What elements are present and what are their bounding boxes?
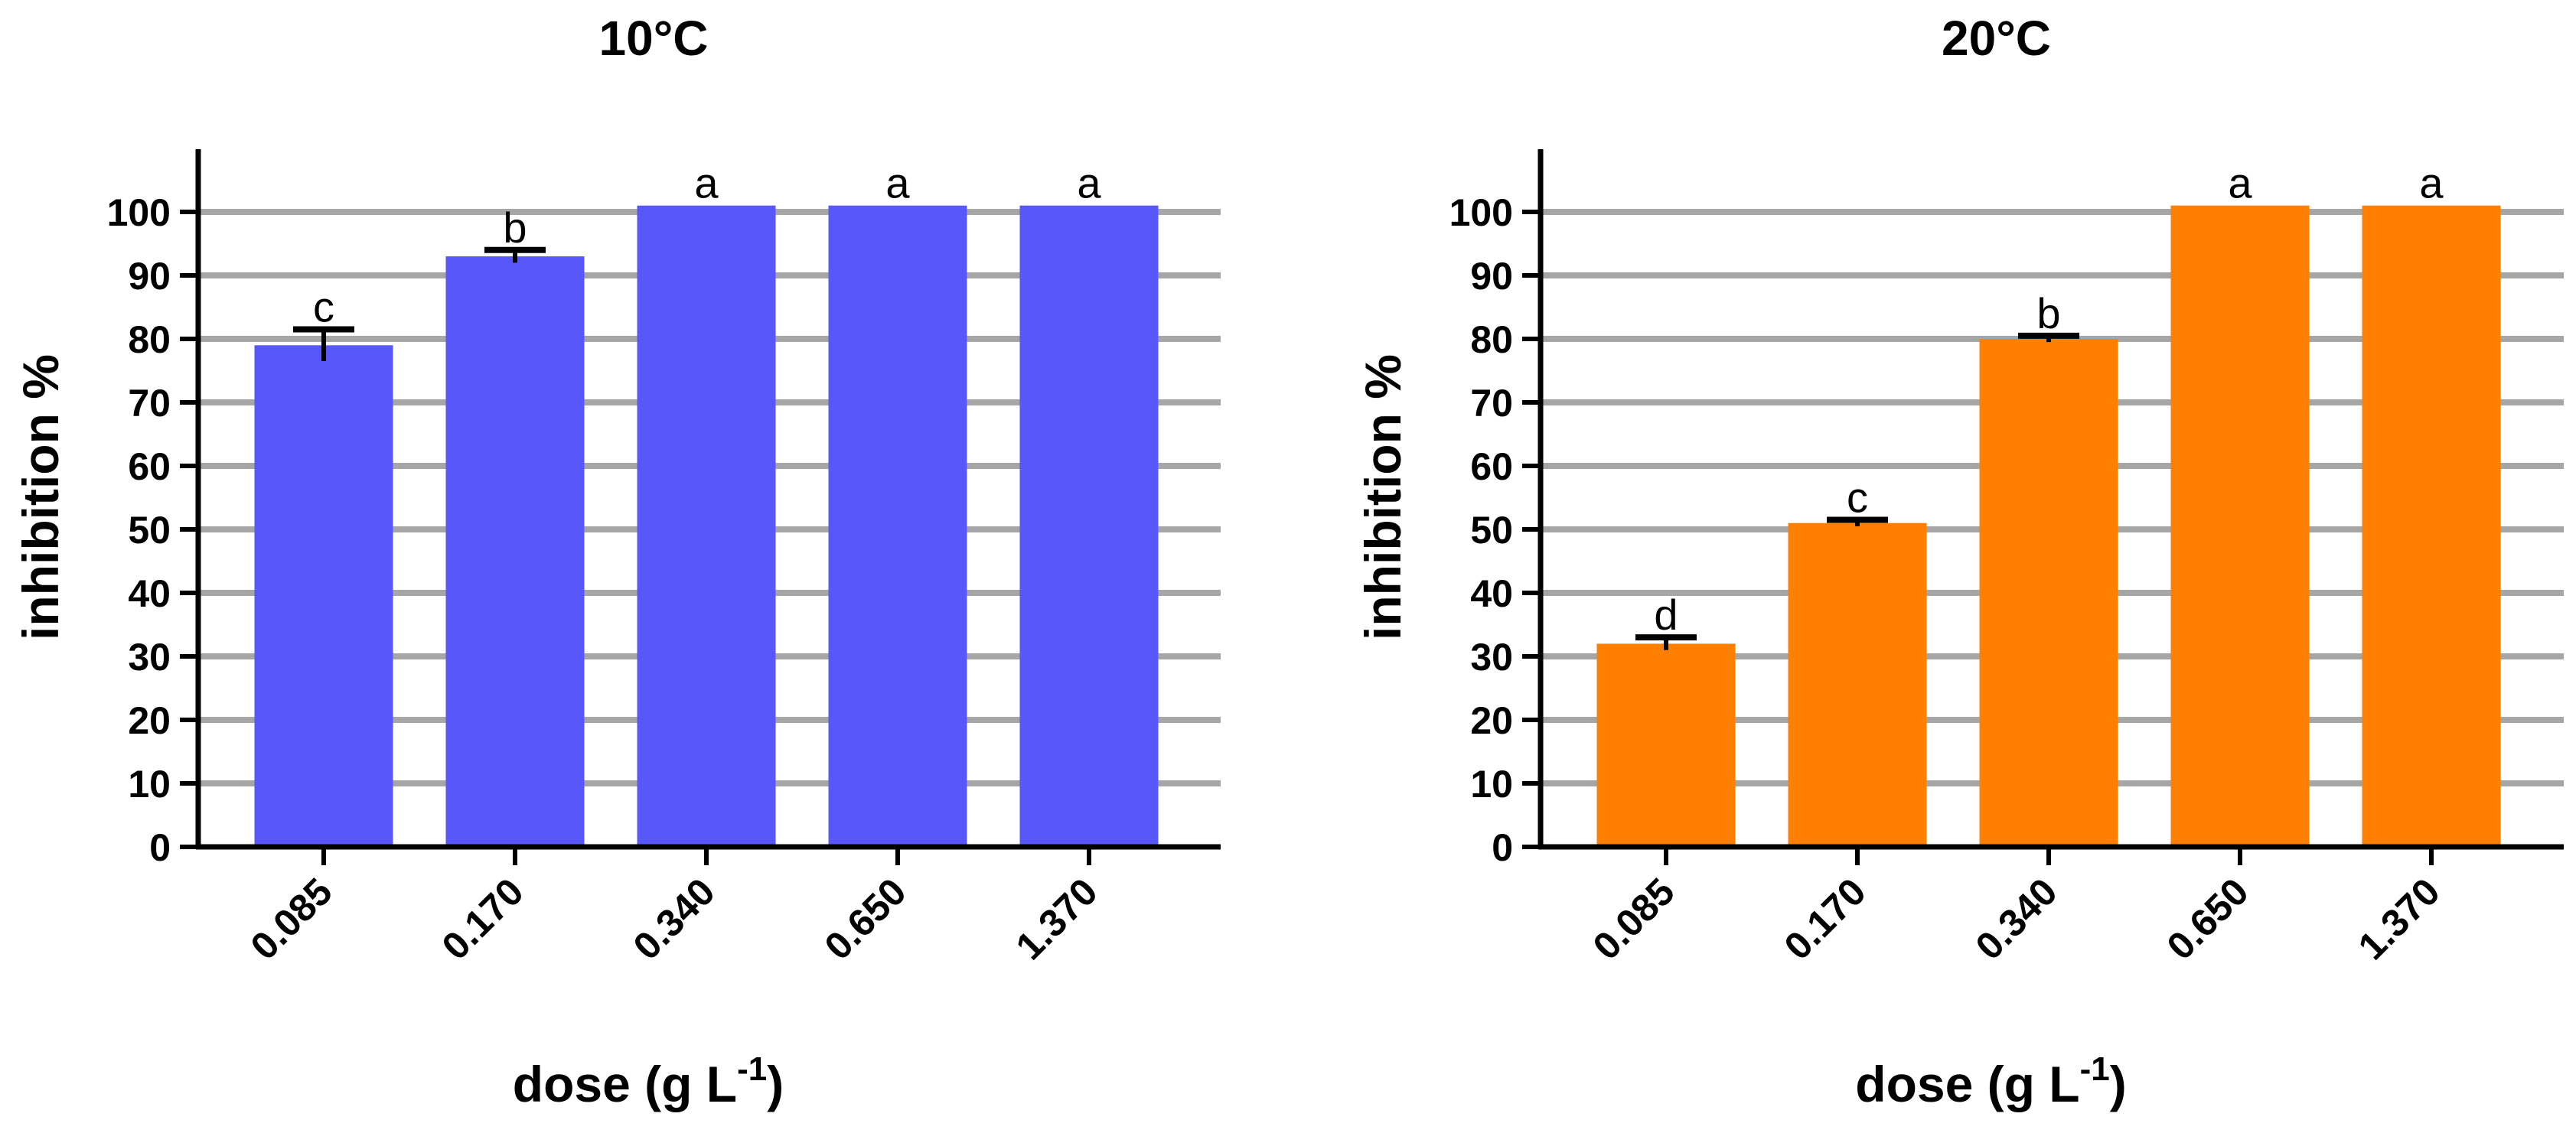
bar-1.370 [1019,205,1159,847]
y-tick-label: 10 [1470,763,1513,806]
panel-1: c0.085b0.170a0.340a0.650a1.3700102030405… [12,11,1221,1112]
x-axis-title: dose (g L-1) [513,1050,784,1112]
y-tick-label: 90 [1470,255,1513,298]
panel-title: 10°C [599,11,709,66]
y-tick-label: 80 [1470,318,1513,361]
y-tick-label: 90 [128,255,171,298]
y-tick-label: 20 [128,699,171,742]
significance-letter: b [503,203,527,252]
y-tick-label: 80 [128,318,171,361]
bar-0.085 [254,345,393,847]
y-tick-label: 0 [1492,826,1513,869]
panel-title: 20°C [1942,11,2051,66]
significance-letter: a [694,159,719,207]
bar-0.340 [1979,339,2118,847]
bar-0.085 [1596,643,1736,847]
y-tick-label: 70 [1470,382,1513,425]
y-tick-label: 100 [107,191,171,234]
significance-letter: d [1654,591,1678,639]
significance-letter: c [313,283,334,331]
significance-letter: b [2036,289,2060,337]
significance-letter: a [1077,159,1101,207]
y-tick-label: 40 [128,572,171,615]
bar-0.170 [1788,523,1927,847]
y-tick-label: 60 [128,445,171,488]
significance-letter: a [2228,159,2252,207]
y-tick-label: 0 [149,826,171,869]
y-tick-label: 40 [1470,572,1513,615]
y-tick-label: 20 [1470,699,1513,742]
y-tick-label: 30 [1470,636,1513,679]
bar-0.650 [828,205,967,847]
y-tick-label: 100 [1449,191,1513,234]
significance-letter: a [885,159,910,207]
y-tick-label: 10 [128,763,171,806]
x-axis-title: dose (g L-1) [1855,1050,2126,1112]
bar-0.170 [445,256,585,848]
y-tick-label: 60 [1470,445,1513,488]
y-tick-label: 50 [128,509,171,552]
significance-letter: a [2419,159,2444,207]
y-tick-label: 30 [128,636,171,679]
y-axis-title: inhibition % [1355,354,1411,640]
bar-0.340 [637,205,776,847]
y-tick-label: 50 [1470,509,1513,552]
y-axis-title: inhibition % [12,354,69,640]
significance-letter: c [1847,474,1868,522]
y-tick-label: 70 [128,382,171,425]
bar-0.650 [2170,205,2310,847]
bar-1.370 [2362,205,2501,847]
